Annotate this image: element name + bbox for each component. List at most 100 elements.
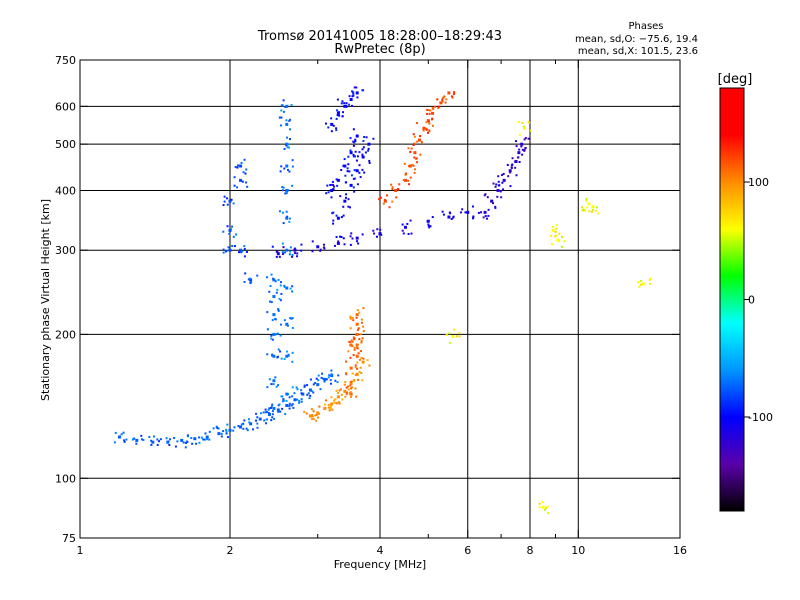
data-point-scatter xyxy=(338,114,341,117)
data-point-scatter xyxy=(412,164,415,167)
data-point-scatter xyxy=(353,190,356,193)
data-point-scatter xyxy=(300,243,303,246)
data-point-scatter xyxy=(338,402,341,405)
data-point-scatter xyxy=(342,214,345,217)
data-point-scatter xyxy=(344,381,347,384)
data-point-scatter xyxy=(348,103,351,106)
data-point-scatter xyxy=(224,250,227,253)
data-point xyxy=(272,313,276,317)
data-point-scatter xyxy=(280,104,283,107)
data-point-scatter xyxy=(401,223,404,226)
data-point-scatter xyxy=(222,251,225,254)
data-point-scatter xyxy=(484,193,487,196)
data-point-scatter xyxy=(563,240,566,243)
data-point-scatter xyxy=(231,225,234,228)
data-point-scatter xyxy=(226,423,229,426)
data-point-scatter xyxy=(327,406,330,409)
data-point-scatter xyxy=(428,122,431,125)
data-point-scatter xyxy=(200,436,203,439)
data-point-scatter xyxy=(453,91,456,94)
data-point-scatter xyxy=(590,210,593,213)
data-point-scatter xyxy=(326,184,329,187)
data-point xyxy=(117,435,121,439)
data-point-scatter xyxy=(464,211,467,214)
data-point-scatter xyxy=(497,180,500,183)
data-point-scatter xyxy=(448,332,451,335)
data-point xyxy=(336,395,340,399)
data-point-scatter xyxy=(426,112,429,115)
data-point-scatter xyxy=(431,216,434,219)
data-point-scatter xyxy=(279,124,282,127)
data-point-scatter xyxy=(596,206,599,209)
data-point-scatter xyxy=(309,394,312,397)
data-point-scatter xyxy=(538,502,541,505)
data-point xyxy=(285,188,289,192)
data-point xyxy=(272,406,276,410)
data-point-scatter xyxy=(331,408,334,411)
data-point-scatter xyxy=(278,116,281,119)
data-point-scatter xyxy=(289,317,292,320)
data-point-scatter xyxy=(314,381,317,384)
data-point-scatter xyxy=(524,147,527,150)
data-point xyxy=(343,104,347,108)
data-point-scatter xyxy=(351,316,354,319)
data-point-scatter xyxy=(275,385,278,388)
data-point xyxy=(308,388,312,392)
data-point xyxy=(355,91,359,95)
data-point-scatter xyxy=(501,174,504,177)
data-point-scatter xyxy=(497,184,500,187)
data-point-scatter xyxy=(580,206,583,209)
data-point xyxy=(447,215,451,219)
data-point-scatter xyxy=(278,297,281,300)
x-tick-label: 4 xyxy=(377,544,384,557)
data-point-scatter xyxy=(220,432,223,435)
data-point-scatter xyxy=(300,249,303,252)
data-point-scatter xyxy=(350,232,353,235)
data-point-scatter xyxy=(332,222,335,225)
data-point-scatter xyxy=(517,121,520,124)
data-point-scatter xyxy=(560,235,563,238)
data-point-scatter xyxy=(275,250,278,253)
data-point-scatter xyxy=(282,110,285,113)
data-point-scatter xyxy=(361,337,364,340)
data-point-scatter xyxy=(362,325,365,328)
data-point-scatter xyxy=(311,250,314,253)
data-point-scatter xyxy=(372,137,375,140)
data-point-scatter xyxy=(230,228,233,231)
data-point-scatter xyxy=(202,438,205,441)
data-point-scatter xyxy=(296,398,299,401)
data-point-scatter xyxy=(366,359,369,362)
data-point-scatter xyxy=(285,210,288,213)
data-point-scatter xyxy=(348,340,351,343)
data-point-scatter xyxy=(350,339,353,342)
data-point-scatter xyxy=(309,378,312,381)
data-point-scatter xyxy=(296,252,299,255)
data-point-scatter xyxy=(549,234,552,237)
data-point-scatter xyxy=(158,440,161,443)
data-point-scatter xyxy=(336,381,339,384)
data-point-scatter xyxy=(582,209,585,212)
data-point-scatter xyxy=(191,442,194,445)
data-point-scatter xyxy=(340,235,343,238)
data-point-scatter xyxy=(281,211,284,214)
data-point-scatter xyxy=(461,208,464,211)
data-point-scatter xyxy=(360,339,363,342)
data-point xyxy=(355,332,359,336)
y-tick-label: 75 xyxy=(62,532,76,545)
data-point-scatter xyxy=(480,211,483,214)
data-point xyxy=(551,228,555,232)
data-point xyxy=(349,151,353,155)
data-point-scatter xyxy=(649,282,652,285)
data-point-scatter xyxy=(483,194,486,197)
data-point xyxy=(439,101,443,105)
data-point-scatter xyxy=(352,91,355,94)
data-point-scatter xyxy=(395,196,398,199)
data-point-scatter xyxy=(283,167,286,170)
data-point-scatter xyxy=(270,273,273,276)
data-point xyxy=(349,392,353,396)
data-point-scatter xyxy=(322,243,325,246)
data-point-scatter xyxy=(271,416,274,419)
data-point-scatter xyxy=(312,418,315,421)
data-point-scatter xyxy=(427,109,430,112)
data-point-scatter xyxy=(341,100,344,103)
